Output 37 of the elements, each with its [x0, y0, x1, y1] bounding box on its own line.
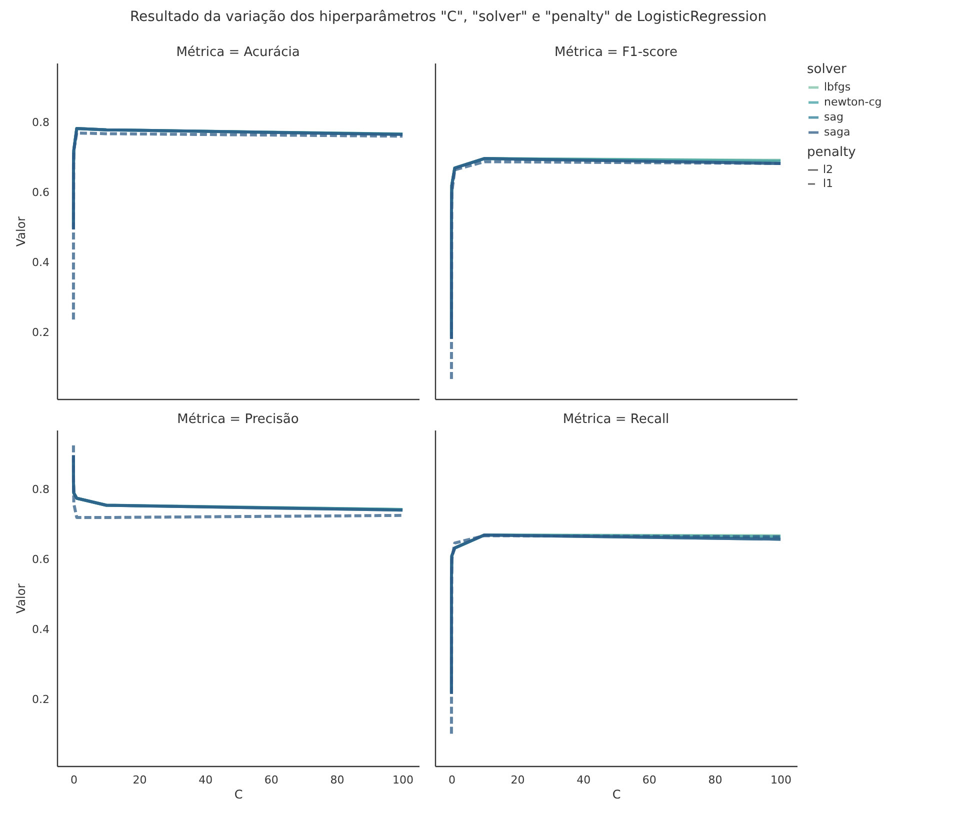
x-axis-title: C [612, 788, 621, 802]
x-tick-label: 20 [510, 774, 525, 786]
x-tick-label: 100 [392, 774, 414, 786]
legend-label: newton-cg [824, 96, 882, 108]
y-tick-label: 0.6 [32, 186, 50, 199]
legend-title: solver [807, 62, 848, 77]
text: penalty [807, 145, 856, 160]
x-tick-label: 80 [708, 774, 722, 786]
chart-title: Métrica = Acurácia [176, 45, 300, 60]
y-tick-label: 0.2 [32, 326, 50, 339]
legend-label: sag [824, 110, 844, 124]
chart-title: Métrica = F1-score [554, 45, 678, 60]
text: l2 [823, 163, 834, 176]
text: l1 [823, 177, 834, 190]
x-tick-label: 0 [70, 774, 78, 786]
x-tick-label: 0 [448, 774, 456, 786]
x-tick-label: 40 [576, 774, 591, 786]
x-tick-label: 80 [330, 774, 344, 786]
y-tick-label: 0.6 [32, 553, 50, 566]
y-axis-title: Valor [14, 216, 28, 247]
x-axis-title: C [234, 788, 243, 802]
y-tick-label: 0.2 [32, 693, 50, 706]
chart-title: Métrica = Recall [562, 412, 670, 427]
y-tick-label: 0.4 [32, 256, 50, 269]
chart-title: Métrica = Precisão [177, 412, 299, 427]
y-axis-title: Valor [14, 583, 28, 614]
y-tick-label: 0.4 [32, 623, 50, 636]
y-tick-label: 0.8 [32, 483, 50, 496]
x-tick-label: 20 [132, 774, 147, 786]
text: Resultado da variação dos hiperparâmetros "C", "solver" e "penalty" de LogisticRegression [130, 9, 767, 25]
x-tick-label: 100 [770, 774, 792, 786]
y-tick-label: 0.8 [32, 116, 50, 129]
x-tick-label: 40 [198, 774, 213, 786]
legend-label: lbfgs [824, 80, 851, 94]
x-tick-label: 60 [264, 774, 278, 786]
legend-label: saga [824, 126, 850, 138]
x-tick-label: 60 [642, 774, 656, 786]
